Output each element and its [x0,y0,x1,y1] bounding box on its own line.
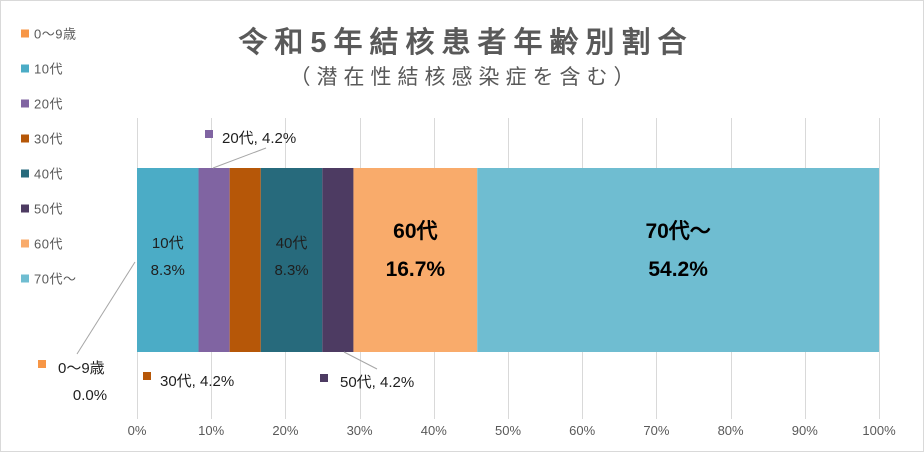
data-label-text: 40代 [276,235,308,252]
legend-swatch [21,204,29,213]
bar-segment-age-50s [322,168,354,352]
stacked-bar [137,168,879,352]
legend-swatch [21,29,29,38]
legend-label: 70代～ [34,272,76,287]
data-labels: 0～9歳 0.0% 10代 8.3% 20代, 4.2% 30代, 4.2% 40代 8.3%… [38,130,711,404]
legend-item-age-0-9: 0～9歳 [21,27,76,42]
legend-item-age-40s: 40代 [21,167,63,182]
chart-subtitle: （潜在性結核感染症を含む） [290,66,641,89]
legend-swatch [21,274,29,283]
leader-line [212,147,267,169]
data-label-text: 10代 [152,235,184,252]
x-tick-label: 0% [128,423,147,438]
data-label-text: 54.2% [648,258,708,281]
data-label-swatch [320,374,328,382]
data-label-swatch [143,372,151,380]
leader-line [343,351,378,370]
x-tick-label: 30% [347,423,373,438]
x-tick-label: 20% [272,423,298,438]
legend-item-age-50s: 50代 [21,202,63,217]
data-label-age-0-9: 0～9歳 0.0% [38,360,107,404]
x-tick-label: 40% [421,423,447,438]
x-tick-label: 50% [495,423,521,438]
data-label-text: 0～9歳 [58,360,105,377]
data-label-text: 8.3% [274,262,308,279]
legend-swatch [21,64,29,73]
data-label-age-30s: 30代, 4.2% [143,372,234,390]
data-label-swatch [205,130,213,138]
x-tick-label: 90% [792,423,818,438]
data-label-text: 50代, 4.2% [340,374,414,391]
x-tick-label: 100% [862,423,896,438]
data-label-text: 20代, 4.2% [222,130,296,147]
legend-item-age-30s: 30代 [21,132,63,147]
legend: 0～9歳 10代 20代 30代 40代 50代 60代 70代～ [21,27,76,287]
data-label-age-70-plus: 70代～ 54.2% [645,220,710,281]
x-tick-label: 60% [569,423,595,438]
legend-item-age-70-plus: 70代～ [21,272,76,287]
data-label-age-10s: 10代 8.3% [151,235,185,279]
legend-item-age-60s: 60代 [21,237,63,252]
legend-swatch [21,134,29,143]
bar-segment-age-70-plus [477,168,879,352]
data-label-text: 8.3% [151,262,185,279]
bar-segment-age-40s [260,168,323,352]
x-axis-tick-labels: 0% 10% 20% 30% 40% 50% 60% 70% 80% 90% 100% [128,423,896,438]
legend-label: 50代 [34,202,63,217]
bar-segment-age-60s [353,168,478,352]
data-label-text: 60代 [393,220,437,243]
x-tick-label: 70% [643,423,669,438]
legend-label: 20代 [34,97,63,112]
data-label-age-40s: 40代 8.3% [274,235,308,279]
data-label-text: 16.7% [386,258,446,281]
x-tick-label: 80% [718,423,744,438]
bar-segment-age-30s [229,168,261,352]
bar-segment-age-10s [137,168,199,352]
legend-label: 40代 [34,167,63,182]
legend-label: 0～9歳 [34,27,76,42]
leader-lines [76,147,378,370]
data-label-text: 70代～ [645,220,710,243]
legend-swatch [21,239,29,248]
data-label-age-50s: 50代, 4.2% [320,374,414,391]
legend-label: 30代 [34,132,63,147]
legend-swatch [21,99,29,108]
leader-line [76,261,136,355]
legend-item-age-10s: 10代 [21,62,63,77]
data-label-age-20s: 20代, 4.2% [205,130,296,147]
legend-item-age-20s: 20代 [21,97,63,112]
data-label-swatch [38,360,46,368]
legend-swatch [21,169,29,178]
data-label-text: 30代, 4.2% [160,373,234,390]
x-tick-label: 10% [198,423,224,438]
bar-segment-age-20s [198,168,230,352]
legend-label: 60代 [34,237,63,252]
data-label-age-60s: 60代 16.7% [386,220,446,281]
data-label-text: 0.0% [73,387,107,404]
legend-label: 10代 [34,62,63,77]
chart-title: 令和5年結核患者年齢別割合 [238,25,693,59]
